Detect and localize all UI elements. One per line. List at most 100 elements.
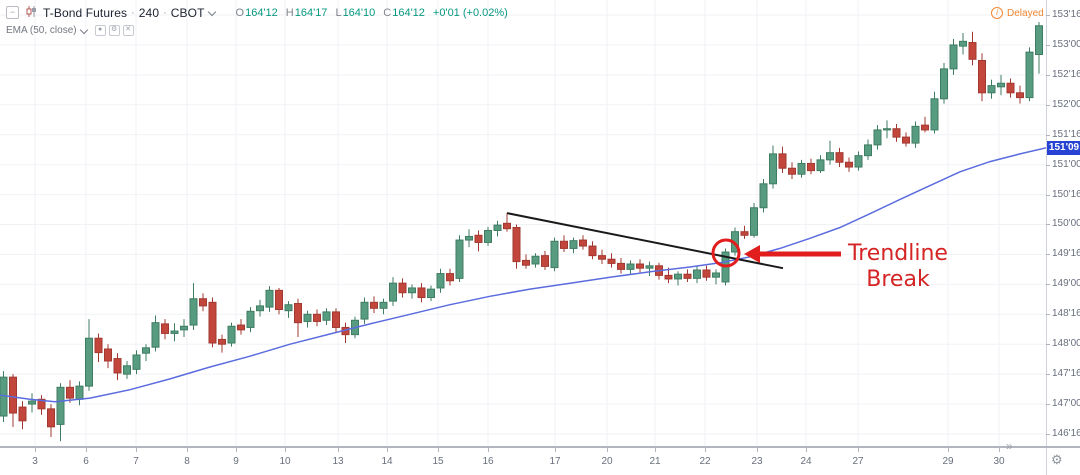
time-axis-label: 6 bbox=[83, 456, 89, 467]
trendline-break-label: Trendline Break bbox=[843, 241, 953, 293]
price-axis-label: 150'00 bbox=[1052, 218, 1080, 230]
candle-body bbox=[123, 365, 131, 375]
price-axis-tick bbox=[1046, 44, 1050, 46]
delayed-badge[interactable]: i Delayed bbox=[991, 7, 1044, 19]
time-axis-tick bbox=[136, 447, 137, 452]
candle-body bbox=[465, 235, 473, 241]
time-axis-label: 9 bbox=[233, 456, 239, 467]
candle-body bbox=[85, 337, 93, 387]
price-axis-tick bbox=[1046, 194, 1050, 196]
candle-body bbox=[1035, 25, 1043, 56]
trendline-break-line1: Trendline bbox=[848, 241, 948, 266]
low-value: 164'10 bbox=[342, 6, 376, 19]
time-axis-tick bbox=[607, 447, 608, 452]
collapse-legend-icon[interactable]: − bbox=[6, 6, 19, 19]
time-axis-tick bbox=[488, 447, 489, 452]
candle-body bbox=[921, 124, 929, 131]
candle-body bbox=[864, 144, 872, 157]
candle-body bbox=[674, 273, 682, 280]
symbol-name[interactable]: T-Bond Futures bbox=[43, 5, 128, 20]
axis-settings-gear-icon[interactable]: ⚙ bbox=[1051, 452, 1063, 467]
price-axis-label: 149'16 bbox=[1052, 248, 1080, 260]
chevron-down-icon[interactable] bbox=[81, 26, 88, 33]
candle-body bbox=[294, 303, 302, 324]
price-axis-label: 151'16 bbox=[1052, 128, 1080, 140]
candle-body bbox=[56, 386, 65, 425]
time-axis-tick bbox=[236, 447, 237, 452]
time-axis-tick bbox=[806, 447, 807, 452]
chevron-down-icon[interactable] bbox=[209, 8, 216, 15]
candle-body bbox=[683, 273, 692, 279]
separator-dot: · bbox=[163, 6, 167, 19]
price-axis-tick bbox=[1046, 284, 1050, 286]
close-value: 164'12 bbox=[392, 6, 425, 19]
candle-body bbox=[512, 226, 521, 263]
candle-body bbox=[132, 354, 141, 370]
candle-body bbox=[807, 162, 815, 172]
candle-body bbox=[104, 348, 112, 362]
scroll-to-realtime-icon[interactable]: » bbox=[1006, 439, 1013, 453]
candle-body bbox=[636, 263, 644, 269]
time-axis-label: 13 bbox=[332, 456, 344, 467]
candle-body bbox=[712, 272, 720, 278]
time-axis-label: 23 bbox=[751, 456, 763, 467]
candle-body bbox=[446, 273, 454, 282]
time-axis[interactable]: 3 6 7 8 9 10 13 14 15 16 17 20 21 22 23 24 27 29 30 bbox=[0, 447, 1046, 475]
candle-body bbox=[474, 234, 483, 243]
candle-body bbox=[759, 183, 768, 209]
indicator-settings-icon[interactable]: ⚙ bbox=[108, 24, 120, 36]
candle-body bbox=[845, 161, 853, 168]
break-arrow bbox=[744, 245, 841, 263]
candle-body bbox=[607, 258, 616, 264]
candle-body bbox=[579, 239, 587, 247]
indicator-close-icon[interactable]: ✕ bbox=[122, 24, 134, 36]
candle-body bbox=[835, 152, 844, 163]
time-axis-tick bbox=[705, 447, 706, 452]
candle-body bbox=[161, 323, 169, 334]
candle-body bbox=[408, 287, 416, 294]
price-axis-label: 151'00 bbox=[1052, 158, 1080, 170]
price-axis-tick bbox=[1046, 374, 1050, 376]
price-axis-label: 146'16 bbox=[1052, 427, 1080, 439]
time-axis-tick bbox=[187, 447, 188, 452]
candle-body bbox=[797, 162, 806, 175]
price-axis-tick bbox=[1046, 134, 1050, 136]
candle-body bbox=[550, 240, 559, 269]
time-axis-label: 3 bbox=[32, 456, 38, 467]
candle-body bbox=[94, 337, 103, 354]
time-axis-tick bbox=[555, 447, 556, 452]
time-axis-tick bbox=[387, 447, 388, 452]
exchange-name[interactable]: CBOT bbox=[170, 5, 205, 20]
candle-body bbox=[968, 42, 977, 60]
open-value: 164'12 bbox=[245, 6, 278, 19]
candle-body bbox=[303, 313, 312, 322]
candle-body bbox=[560, 240, 568, 249]
break-circle bbox=[711, 238, 741, 268]
candle-body bbox=[275, 289, 283, 310]
price-axis-tick bbox=[1046, 254, 1050, 256]
info-icon: i bbox=[991, 7, 1003, 19]
candle-body bbox=[332, 311, 340, 328]
candle-body bbox=[417, 287, 426, 299]
time-axis-label: 20 bbox=[601, 456, 613, 467]
candle-body bbox=[854, 155, 863, 168]
chart-canvas[interactable] bbox=[0, 0, 1046, 446]
candle-body bbox=[427, 288, 435, 299]
time-axis-separator bbox=[0, 446, 1080, 448]
candle-body bbox=[892, 128, 901, 138]
interval-value[interactable]: 240 bbox=[138, 5, 160, 20]
indicator-label[interactable]: EMA (50, close) bbox=[6, 24, 77, 36]
low-label: L bbox=[335, 6, 342, 19]
price-axis-tick bbox=[1046, 433, 1050, 435]
candle-body bbox=[1025, 51, 1034, 99]
candle-body bbox=[522, 259, 530, 266]
indicator-visibility-icon[interactable]: ● bbox=[94, 24, 106, 36]
candle-body bbox=[902, 136, 910, 144]
candle-body bbox=[75, 385, 84, 400]
price-axis[interactable]: 153'16 153'00 152'16 152'00 151'16 151'00 150'… bbox=[1046, 0, 1080, 446]
candle-body bbox=[436, 273, 445, 289]
candle-body bbox=[1006, 82, 1015, 94]
candle-body bbox=[664, 274, 673, 280]
price-axis-tick bbox=[1046, 164, 1050, 166]
time-axis-label: 8 bbox=[184, 456, 190, 467]
